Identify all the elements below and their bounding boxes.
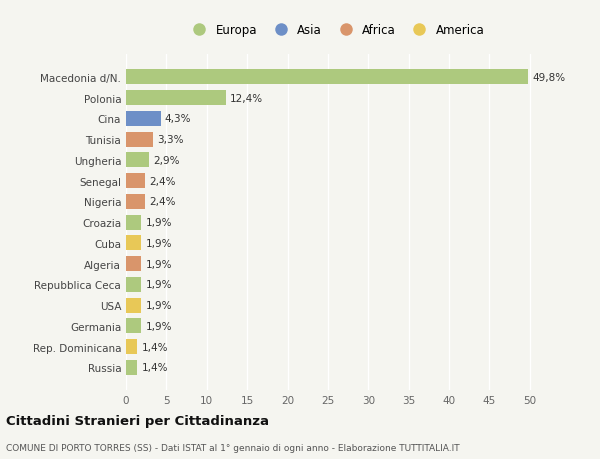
- Text: 1,4%: 1,4%: [142, 342, 168, 352]
- Bar: [126, 91, 226, 106]
- Text: 3,3%: 3,3%: [157, 135, 183, 145]
- Text: 1,9%: 1,9%: [145, 218, 172, 228]
- Bar: [126, 153, 149, 168]
- Bar: [126, 277, 142, 292]
- Text: 2,9%: 2,9%: [154, 156, 180, 166]
- Bar: [126, 360, 137, 375]
- Text: 1,4%: 1,4%: [142, 363, 168, 372]
- Legend: Europa, Asia, Africa, America: Europa, Asia, Africa, America: [187, 24, 485, 37]
- Text: 1,9%: 1,9%: [145, 238, 172, 248]
- Bar: [126, 195, 145, 209]
- Text: 1,9%: 1,9%: [145, 321, 172, 331]
- Bar: [126, 339, 137, 354]
- Text: 4,3%: 4,3%: [165, 114, 191, 124]
- Text: 49,8%: 49,8%: [532, 73, 565, 83]
- Bar: [126, 257, 142, 271]
- Bar: [126, 112, 161, 127]
- Bar: [126, 215, 142, 230]
- Bar: [126, 236, 142, 251]
- Text: Cittadini Stranieri per Cittadinanza: Cittadini Stranieri per Cittadinanza: [6, 414, 269, 428]
- Bar: [126, 132, 152, 147]
- Bar: [126, 70, 528, 85]
- Text: 1,9%: 1,9%: [145, 259, 172, 269]
- Text: 1,9%: 1,9%: [145, 300, 172, 310]
- Text: COMUNE DI PORTO TORRES (SS) - Dati ISTAT al 1° gennaio di ogni anno - Elaborazio: COMUNE DI PORTO TORRES (SS) - Dati ISTAT…: [6, 443, 460, 452]
- Bar: [126, 174, 145, 189]
- Text: 1,9%: 1,9%: [145, 280, 172, 290]
- Text: 12,4%: 12,4%: [230, 94, 263, 103]
- Bar: [126, 298, 142, 313]
- Text: 2,4%: 2,4%: [149, 197, 176, 207]
- Text: 2,4%: 2,4%: [149, 176, 176, 186]
- Bar: [126, 319, 142, 334]
